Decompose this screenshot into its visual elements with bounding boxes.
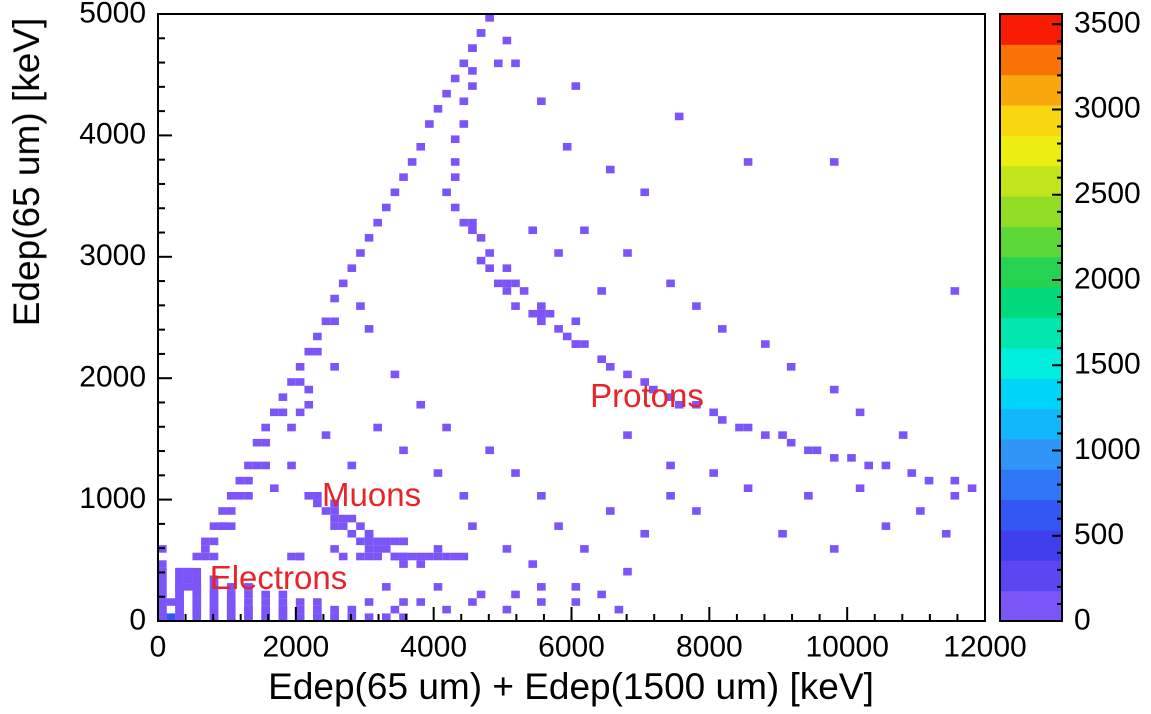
- y-axis-title: Edep(65 um) [keV]: [6, 17, 47, 327]
- x-axis-title: Edep(65 um) + Edep(1500 um) [keV]: [268, 666, 874, 707]
- annotation-protons: Protons: [590, 376, 704, 414]
- annotation-electrons: Electrons: [209, 558, 348, 596]
- annotation-muons: Muons: [322, 476, 422, 514]
- colorbar: [1000, 14, 1062, 621]
